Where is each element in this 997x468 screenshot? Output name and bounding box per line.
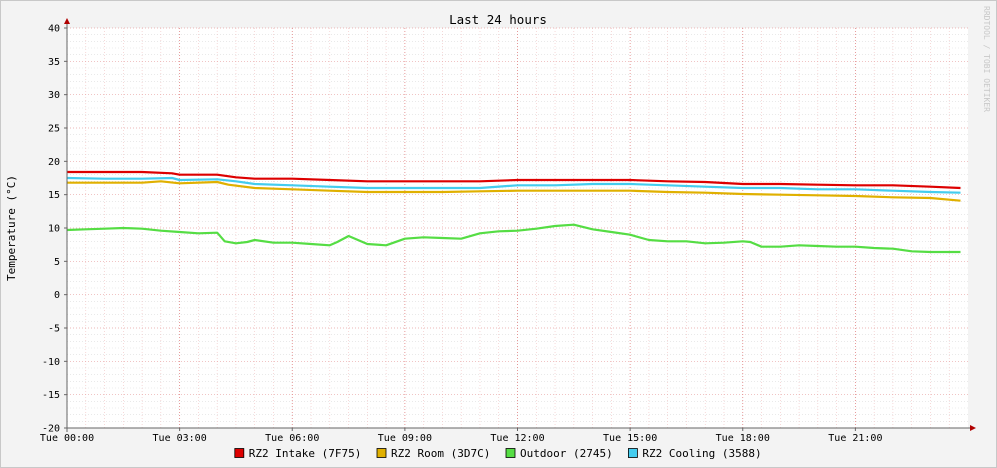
- x-tick-label: Tue 18:00: [716, 433, 770, 444]
- x-tick-label: Tue 06:00: [265, 433, 319, 444]
- rrdtool-watermark: RRDTOOL / TOBI OETIKER: [982, 6, 991, 112]
- series-line-3: [66, 176, 961, 194]
- x-axis-arrow: [970, 425, 976, 431]
- x-tick-label: Tue 03:00: [153, 433, 207, 444]
- chart-title: Last 24 hours: [449, 12, 547, 27]
- y-tick-label: 20: [48, 157, 60, 168]
- series-line-0: [67, 170, 961, 190]
- y-tick-label: 30: [48, 90, 60, 101]
- y-tick-label: 0: [54, 290, 60, 301]
- x-tick-label: Tue 15:00: [603, 433, 657, 444]
- legend-label: RZ2 Room (3D7C): [391, 447, 490, 460]
- y-tick-label: 10: [48, 224, 60, 235]
- legend-label: RZ2 Cooling (3588): [642, 447, 761, 460]
- legend-label: Outdoor (2745): [520, 447, 613, 460]
- series-group: [66, 170, 961, 254]
- series-line-2: [66, 223, 961, 254]
- x-tick-label: Tue 12:00: [490, 433, 544, 444]
- y-tick-label: 25: [48, 124, 60, 135]
- y-axis-ticks: 40 35 30 25 20 15 10 5 0 -5 -10 -15 -20: [42, 24, 67, 435]
- y-tick-label: 40: [48, 24, 60, 35]
- y-tick-label: -20: [42, 424, 60, 435]
- y-tick-label: 15: [48, 190, 60, 201]
- y-tick-label: 35: [48, 57, 60, 68]
- legend: RZ2 Intake (7F75) RZ2 Room (3D7C) Outdoor …: [234, 447, 762, 460]
- x-tick-label: Tue 09:00: [378, 433, 432, 444]
- y-tick-label: -10: [42, 357, 60, 368]
- x-tick-label: Tue 00:00: [40, 433, 94, 444]
- axes: [64, 18, 976, 432]
- x-axis-ticks: Tue 00:00 Tue 03:00 Tue 06:00 Tue 09:00 Tue …: [40, 428, 882, 444]
- y-tick-label: -5: [48, 324, 60, 335]
- legend-swatch: [234, 448, 245, 458]
- legend-label: RZ2 Intake (7F75): [249, 447, 362, 460]
- series-line-1: [67, 180, 961, 202]
- legend-swatch: [505, 448, 516, 458]
- y-axis-arrow: [64, 18, 70, 24]
- x-tick-label: Tue 21:00: [828, 433, 882, 444]
- y-tick-label: 5: [54, 257, 60, 268]
- legend-swatch: [628, 448, 638, 458]
- y-tick-label: -15: [42, 390, 60, 401]
- grid: [66, 27, 968, 429]
- legend-swatch: [376, 448, 387, 458]
- y-axis-label: Temperature (°C): [5, 175, 18, 281]
